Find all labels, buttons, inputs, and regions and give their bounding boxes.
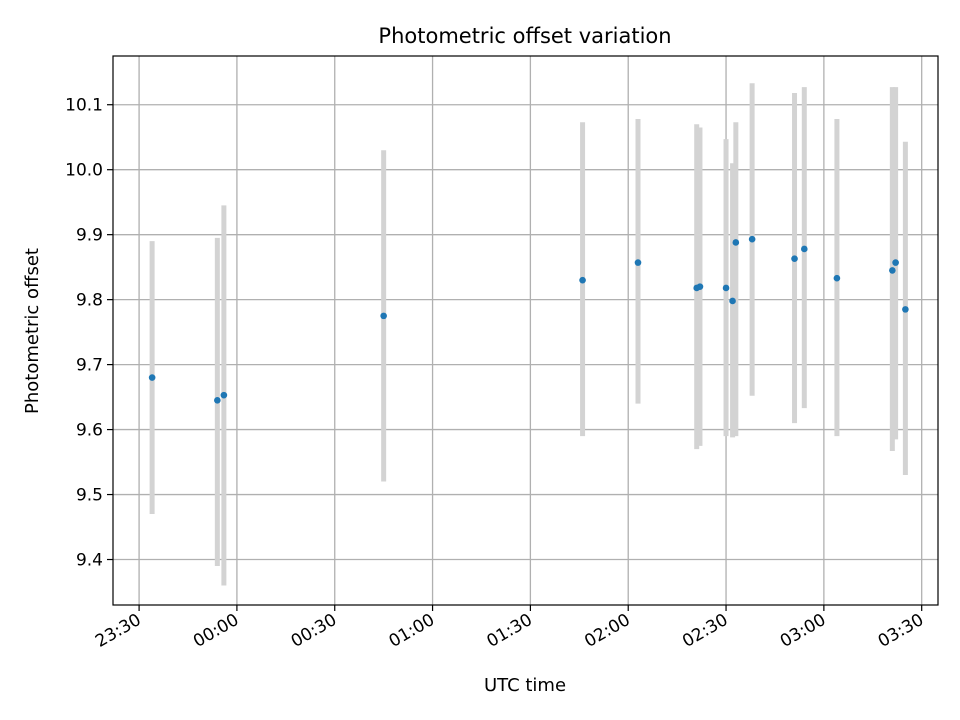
- data-point: [748, 235, 756, 243]
- data-point: [729, 297, 736, 305]
- data-point: [732, 239, 740, 246]
- error-bars: [149, 83, 908, 586]
- x-axis: 23:30 00:00 00:30 01:00 01:30 02:00 02:30 03:00…: [92, 605, 927, 652]
- x-tick-label: 03:30: [875, 610, 927, 652]
- data-point: [696, 283, 704, 290]
- y-tick-label: 10.0: [65, 161, 103, 181]
- y-axis-label: Photometric offset: [22, 248, 43, 414]
- grid: [113, 56, 938, 605]
- data-point: [833, 274, 841, 282]
- y-axis: 9.4 9.5 9.6 9.7 9.8 9.9 10.0 10.1: [65, 96, 113, 571]
- data-point: [902, 306, 909, 313]
- plot-frame: [112, 55, 939, 606]
- chart-title: Photometric offset variation: [378, 24, 671, 48]
- y-tick-label: 9.6: [76, 421, 103, 441]
- data-point: [380, 312, 387, 320]
- y-tick-label: 9.9: [76, 226, 103, 246]
- data-point: [722, 284, 730, 292]
- data-points: [148, 235, 909, 404]
- y-tick-label: 9.4: [76, 551, 103, 571]
- x-tick-label: 03:00: [777, 610, 829, 652]
- data-point: [892, 259, 899, 266]
- x-tick-label: 00:30: [288, 610, 340, 652]
- data-point: [634, 259, 642, 266]
- x-axis-label: UTC time: [484, 675, 566, 696]
- data-point: [214, 397, 221, 404]
- y-tick-label: 9.8: [76, 291, 103, 311]
- x-tick-label: 02:00: [581, 610, 633, 652]
- y-tick-label: 9.5: [76, 486, 103, 506]
- y-tick-label: 10.1: [65, 96, 103, 116]
- data-point: [220, 391, 228, 399]
- x-tick-label: 01:30: [483, 610, 535, 652]
- data-point: [791, 255, 798, 263]
- x-tick-label: 02:30: [679, 610, 731, 652]
- data-point: [801, 245, 808, 253]
- data-point: [889, 267, 896, 274]
- y-tick-label: 9.7: [76, 356, 103, 376]
- data-point: [148, 374, 156, 381]
- x-tick-label: 01:00: [386, 610, 438, 652]
- data-point: [579, 276, 586, 284]
- x-tick-label: 00:00: [190, 610, 242, 652]
- x-tick-label: 23:30: [92, 610, 144, 652]
